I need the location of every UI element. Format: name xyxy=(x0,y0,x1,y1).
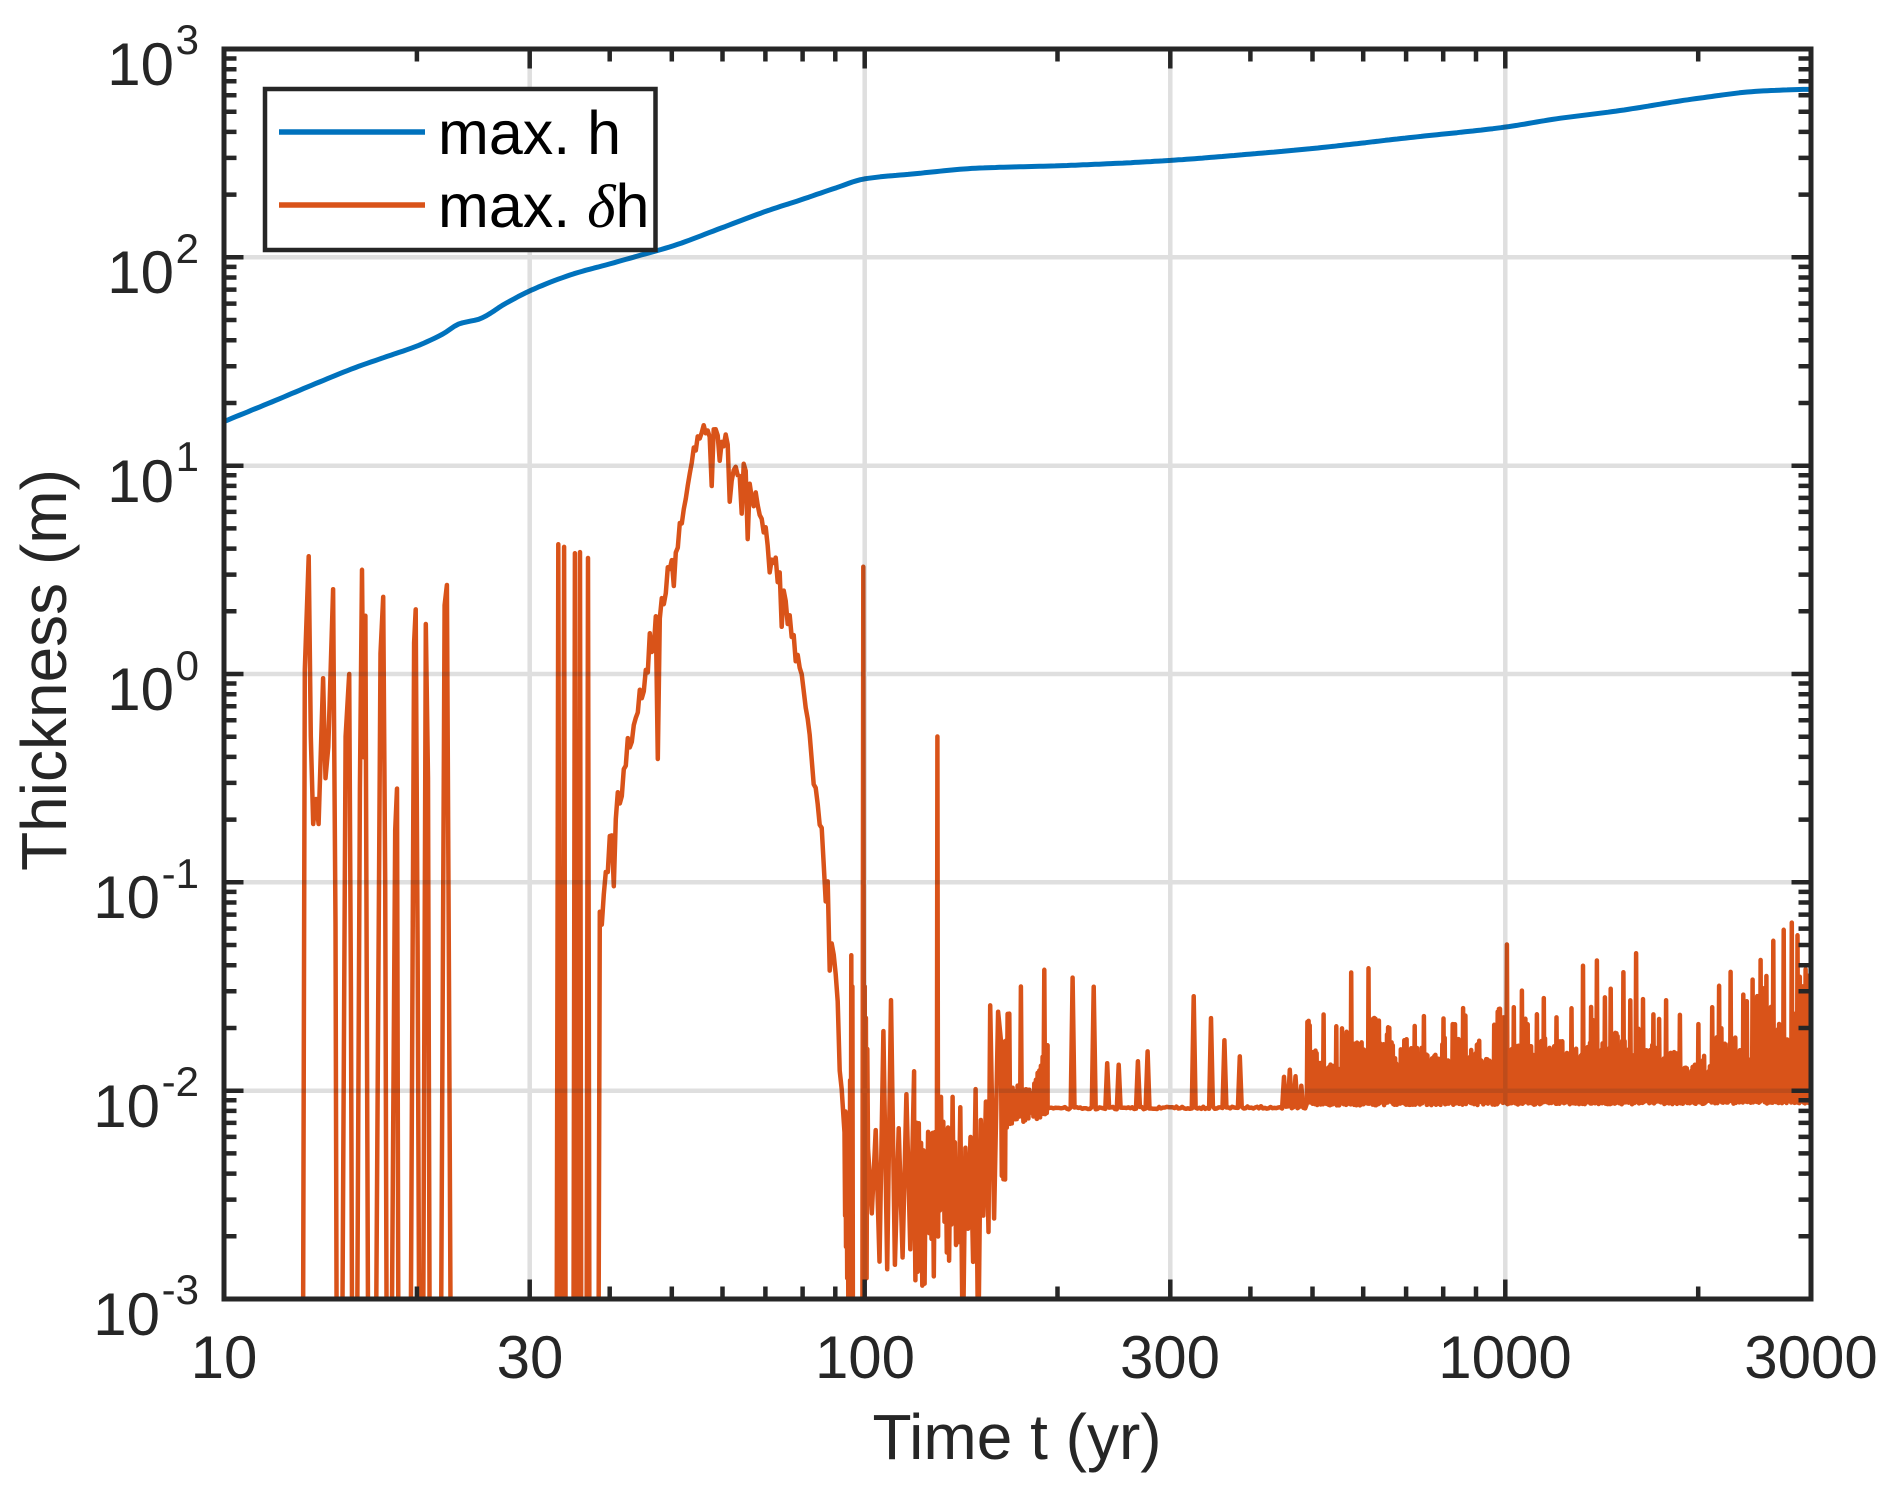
svg-text:0: 0 xyxy=(176,642,199,689)
svg-text:10: 10 xyxy=(107,448,174,515)
svg-text:10: 10 xyxy=(93,1281,160,1348)
svg-text:-1: -1 xyxy=(162,850,199,897)
svg-text:Thickness (m): Thickness (m) xyxy=(8,469,80,871)
svg-text:100: 100 xyxy=(815,1324,915,1391)
svg-text:300: 300 xyxy=(1120,1324,1220,1391)
svg-text:2: 2 xyxy=(176,225,199,272)
svg-text:30: 30 xyxy=(497,1324,564,1391)
svg-text:10: 10 xyxy=(107,239,174,306)
svg-text:10: 10 xyxy=(191,1324,258,1391)
svg-text:10: 10 xyxy=(107,656,174,723)
svg-text:10: 10 xyxy=(107,31,174,98)
svg-text:3000: 3000 xyxy=(1744,1324,1877,1391)
svg-text:max. δh: max. δh xyxy=(438,172,649,241)
svg-text:10: 10 xyxy=(93,1073,160,1140)
svg-text:3: 3 xyxy=(176,16,199,63)
svg-text:1000: 1000 xyxy=(1438,1324,1571,1391)
svg-text:10: 10 xyxy=(93,864,160,931)
svg-text:1: 1 xyxy=(176,433,199,480)
svg-text:Time t (yr): Time t (yr) xyxy=(872,1401,1161,1473)
svg-text:max. h: max. h xyxy=(438,99,621,167)
svg-text:-2: -2 xyxy=(162,1058,199,1105)
svg-text:-3: -3 xyxy=(162,1266,199,1313)
